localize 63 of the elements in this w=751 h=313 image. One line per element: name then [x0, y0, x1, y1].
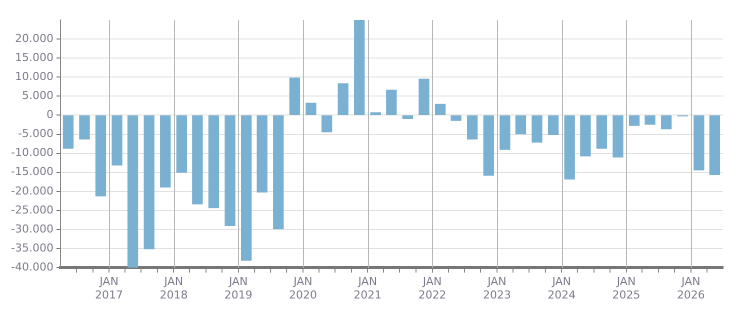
x-tick-label: JAN 2026 — [676, 275, 705, 302]
y-tick-label: -35.000 — [10, 241, 54, 254]
bar — [418, 78, 430, 116]
x-tick-label: JAN 2018 — [160, 275, 188, 302]
bar — [564, 115, 575, 180]
y-tick-label: -25.000 — [10, 203, 54, 216]
x-tick-label: JAN 2017 — [95, 275, 124, 302]
bar — [322, 115, 332, 132]
bar — [402, 115, 414, 119]
x-tick-label: JAN 2020 — [289, 275, 318, 302]
bar — [500, 115, 510, 150]
y-tick-label: -10.000 — [10, 146, 54, 160]
bar — [450, 115, 462, 121]
bar — [256, 115, 268, 193]
bar — [176, 115, 187, 173]
bar — [208, 115, 220, 208]
bar — [338, 83, 348, 116]
y-tick-label: -15.000 — [10, 165, 54, 178]
bar — [192, 115, 203, 204]
bar — [289, 78, 300, 116]
bar — [628, 115, 640, 126]
bar — [386, 90, 397, 116]
x-tick-label: JAN 2023 — [482, 275, 511, 302]
bar — [483, 115, 494, 176]
bar — [127, 115, 138, 268]
bar — [62, 115, 74, 149]
bar — [160, 115, 171, 188]
y-tick-label: 15.000 — [14, 50, 54, 64]
bar — [370, 112, 381, 116]
bar — [612, 115, 624, 158]
bar — [306, 102, 316, 116]
y-tick-label: -5.000 — [18, 127, 54, 140]
x-tick-label: JAN 2021 — [354, 275, 382, 302]
bar — [596, 115, 608, 149]
bar — [144, 115, 154, 250]
x-tick-label: JAN 2022 — [418, 275, 446, 302]
bar — [95, 115, 106, 196]
bar — [240, 115, 252, 261]
y-tick-label: -30.000 — [10, 222, 54, 236]
x-tick-label: JAN 2019 — [224, 275, 252, 302]
y-tick-label: 0 — [46, 108, 54, 122]
bar — [434, 104, 446, 116]
bar — [224, 115, 236, 226]
bar — [709, 115, 720, 175]
y-tick-label: 5.000 — [22, 89, 54, 102]
x-tick-label: JAN 2024 — [548, 275, 576, 302]
bar — [79, 115, 90, 140]
bar — [112, 115, 122, 166]
bar — [548, 115, 559, 135]
bar — [273, 115, 284, 230]
bar — [660, 115, 672, 130]
bar — [532, 115, 542, 143]
bar — [644, 115, 656, 125]
x-tick-label: JAN 2025 — [612, 275, 640, 302]
bar — [580, 115, 591, 156]
y-tick-label: 20.000 — [14, 32, 54, 45]
bar — [354, 20, 365, 116]
bar — [515, 115, 526, 134]
bar — [694, 115, 704, 170]
y-tick-label: -20.000 — [10, 184, 54, 198]
y-tick-label: 10.000 — [14, 70, 54, 83]
y-tick-label: -40.000 — [10, 260, 54, 274]
bar — [467, 115, 478, 140]
